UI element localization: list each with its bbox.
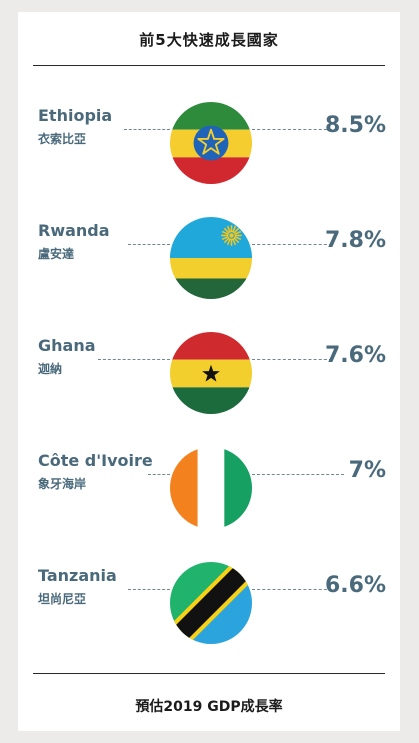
leader-line-right xyxy=(252,474,344,475)
country-row: Tanzania 坦尚尼亞 6.6% xyxy=(18,558,400,648)
leader-line-left xyxy=(128,244,170,245)
chart-card: 前5大快速成長國家 Ethiopia 衣索比亞 8.5% Rwanda 盧安達 … xyxy=(18,12,400,731)
country-name-zh: 衣索比亞 xyxy=(38,132,87,146)
country-name-en: Ethiopia xyxy=(38,106,113,125)
leader-line-left xyxy=(98,359,170,360)
country-name-en: Côte d'Ivoire xyxy=(38,451,153,470)
country-name-en: Tanzania xyxy=(38,566,117,585)
growth-value: 7% xyxy=(348,458,386,483)
country-row: Côte d'Ivoire 象牙海岸 7% xyxy=(18,443,400,533)
rwanda-flag-icon xyxy=(170,217,252,299)
growth-value: 7.8% xyxy=(324,228,386,253)
bottom-divider xyxy=(33,673,385,674)
country-row: Ghana 迦納 7.6% xyxy=(18,328,400,418)
country-row: Ethiopia 衣索比亞 8.5% xyxy=(18,98,400,188)
top-divider xyxy=(33,65,385,66)
growth-value: 7.6% xyxy=(324,343,386,368)
ghana-flag-icon xyxy=(170,332,252,414)
country-name-zh: 盧安達 xyxy=(38,247,75,261)
tanzania-flag-icon xyxy=(170,562,252,644)
country-row: Rwanda 盧安達 7.8% xyxy=(18,213,400,303)
leader-line-left xyxy=(148,474,170,475)
growth-value: 6.6% xyxy=(324,573,386,598)
country-name-en: Ghana xyxy=(38,336,96,355)
leader-line-right xyxy=(252,129,332,130)
leader-line-right xyxy=(252,244,332,245)
country-name-zh: 象牙海岸 xyxy=(38,477,87,491)
country-name-zh: 坦尚尼亞 xyxy=(38,592,87,606)
leader-line-right xyxy=(252,589,332,590)
leader-line-left xyxy=(128,589,170,590)
chart-footer-label: 預估2019 GDP成長率 xyxy=(135,699,283,715)
leader-line-left xyxy=(124,129,170,130)
cote-divoire-flag-icon xyxy=(170,447,252,529)
leader-line-right xyxy=(252,359,332,360)
country-name-en: Rwanda xyxy=(38,221,110,240)
ethiopia-flag-icon xyxy=(170,102,252,184)
country-name-zh: 迦納 xyxy=(38,362,63,376)
growth-value: 8.5% xyxy=(324,113,386,138)
chart-title: 前5大快速成長國家 xyxy=(139,31,279,49)
